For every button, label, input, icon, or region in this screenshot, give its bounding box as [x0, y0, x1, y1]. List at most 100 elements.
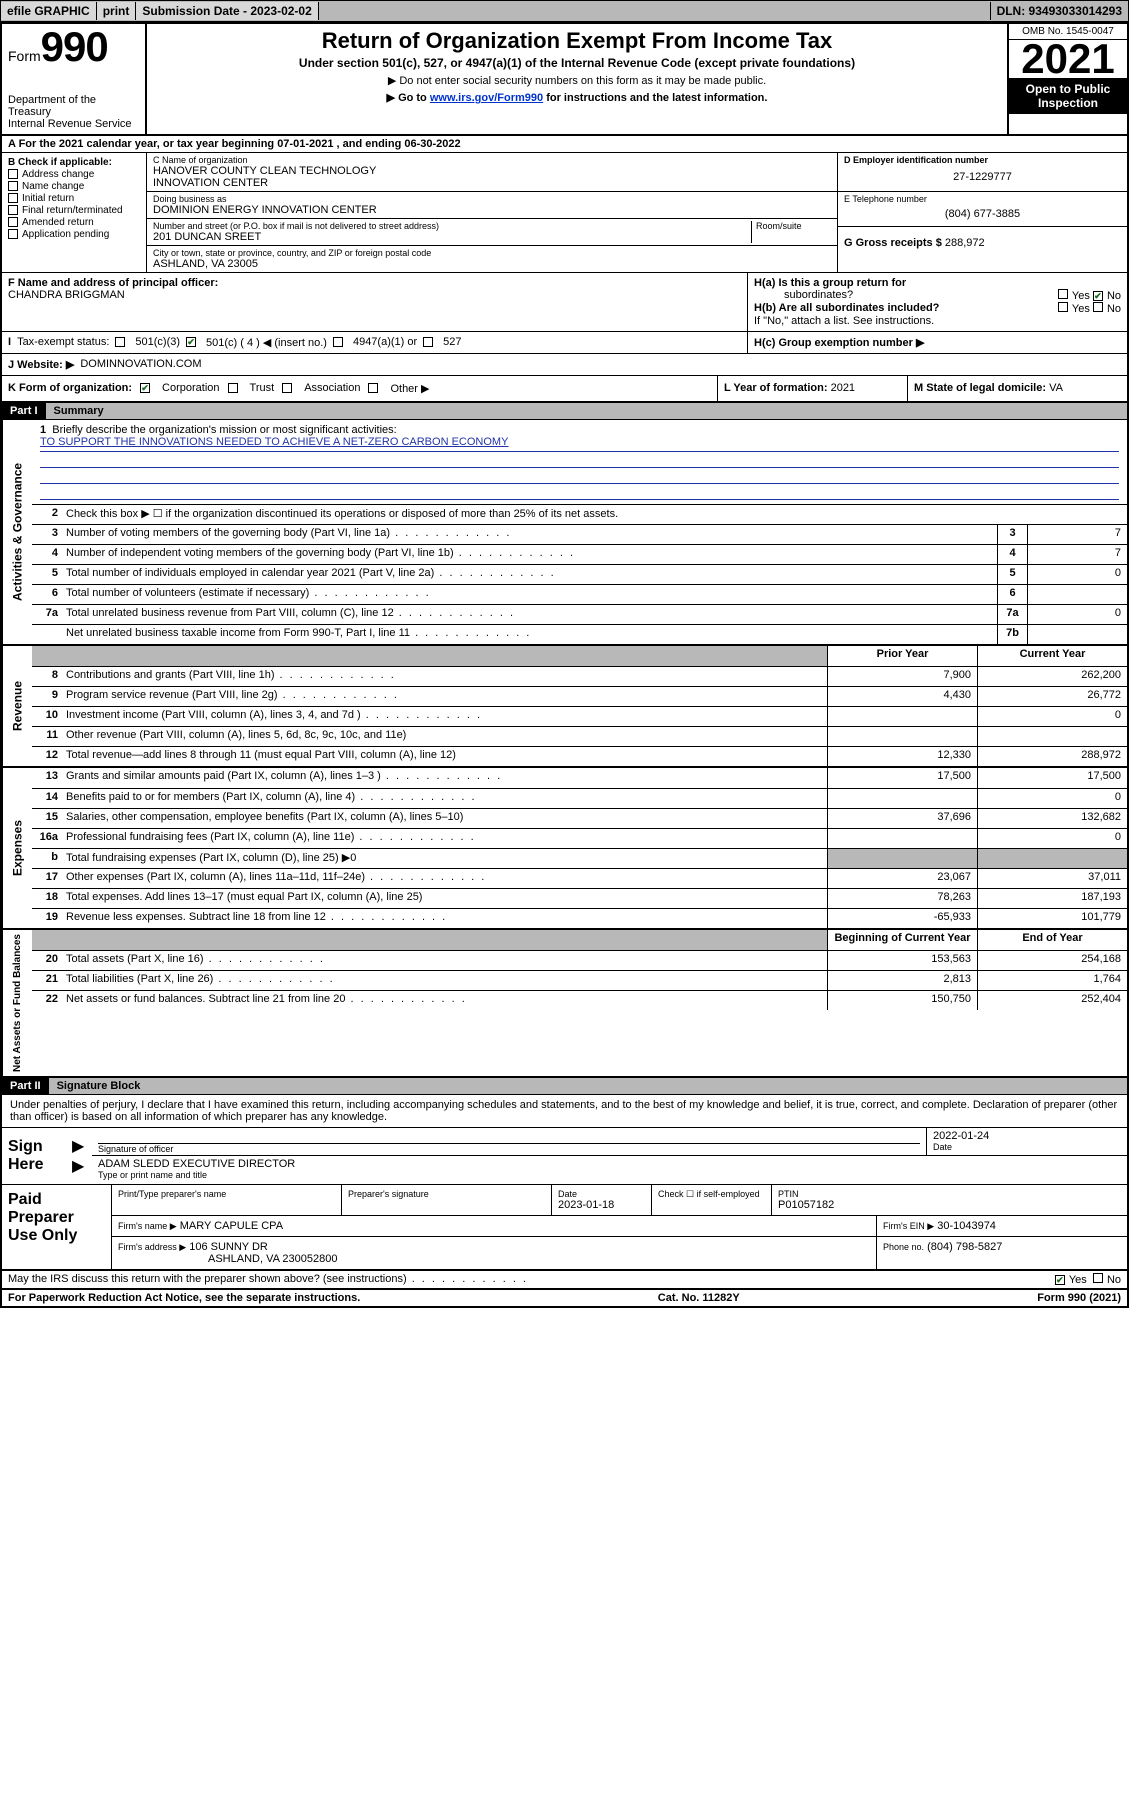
- chk-527[interactable]: [423, 337, 433, 347]
- print-button[interactable]: print: [97, 2, 137, 20]
- chk-4947[interactable]: [333, 337, 343, 347]
- open-public-1: Open to Public: [1013, 82, 1123, 96]
- mission-text: TO SUPPORT THE INNOVATIONS NEEDED TO ACH…: [40, 436, 1119, 452]
- line-13-text: Grants and similar amounts paid (Part IX…: [62, 768, 827, 788]
- opt-trust: Trust: [250, 382, 275, 394]
- l11-cy: [977, 727, 1127, 746]
- chk-hb-yes[interactable]: [1058, 302, 1068, 312]
- paid-preparer-block: Paid Preparer Use Only Print/Type prepar…: [2, 1185, 1127, 1271]
- l15-cy: 132,682: [977, 809, 1127, 828]
- chk-final[interactable]: [8, 205, 18, 215]
- officer-name: CHANDRA BRIGGMAN: [8, 289, 741, 301]
- cat-number: Cat. No. 11282Y: [658, 1292, 740, 1304]
- firm-name: MARY CAPULE CPA: [180, 1220, 283, 1232]
- street-label: Number and street (or P.O. box if mail i…: [153, 221, 751, 231]
- discuss-text: May the IRS discuss this return with the…: [8, 1273, 528, 1285]
- hb-note: If "No," attach a list. See instructions…: [754, 315, 1121, 327]
- opt-address: Address change: [22, 169, 94, 180]
- boy-hdr: Beginning of Current Year: [827, 930, 977, 950]
- line-16a-text: Professional fundraising fees (Part IX, …: [62, 829, 827, 848]
- org-name-1: HANOVER COUNTY CLEAN TECHNOLOGY: [153, 165, 831, 177]
- ha-sub: subordinates?: [784, 289, 853, 301]
- irs-link[interactable]: www.irs.gov/Form990: [430, 92, 543, 104]
- domicile-label: M State of legal domicile:: [914, 382, 1046, 394]
- firm-addr-1: 106 SUNNY DR: [189, 1241, 268, 1253]
- hb-no: No: [1107, 303, 1121, 315]
- chk-ha-yes[interactable]: [1058, 289, 1068, 299]
- open-public-2: Inspection: [1013, 96, 1123, 110]
- chk-corp[interactable]: [140, 383, 150, 393]
- discuss-no: No: [1107, 1274, 1121, 1286]
- l16a-cy: 0: [977, 829, 1127, 848]
- line-14-text: Benefits paid to or for members (Part IX…: [62, 789, 827, 808]
- prep-date-label: Date: [558, 1189, 645, 1199]
- ein-value: 27-1229777: [844, 165, 1121, 189]
- part-i-bar: Part I: [2, 403, 46, 419]
- org-name-2: INNOVATION CENTER: [153, 177, 831, 189]
- l20-cy: 254,168: [977, 951, 1127, 970]
- chk-initial[interactable]: [8, 193, 18, 203]
- discuss-row: May the IRS discuss this return with the…: [2, 1271, 1127, 1290]
- l17-py: 23,067: [827, 869, 977, 888]
- hc-label: H(c) Group exemption number ▶: [754, 337, 924, 349]
- ha-no: No: [1107, 290, 1121, 302]
- chk-discuss-yes[interactable]: [1055, 1275, 1065, 1285]
- row-k: K Form of organization: Corporation Trus…: [2, 376, 1127, 403]
- row-f: F Name and address of principal officer:…: [2, 273, 1127, 332]
- line-7b-val: [1027, 625, 1127, 644]
- line-7b-text: Net unrelated business taxable income fr…: [62, 625, 997, 644]
- chk-501c3[interactable]: [115, 337, 125, 347]
- dba-label: Doing business as: [153, 194, 831, 204]
- submission-date: Submission Date - 2023-02-02: [136, 2, 318, 20]
- hb-label: H(b) Are all subordinates included?: [754, 302, 939, 314]
- firm-addr-label: Firm's address ▶: [118, 1242, 186, 1252]
- chk-other[interactable]: [368, 383, 378, 393]
- vtab-net: Net Assets or Fund Balances: [2, 930, 32, 1076]
- footer-row: For Paperwork Reduction Act Notice, see …: [2, 1290, 1127, 1306]
- l10-cy: 0: [977, 707, 1127, 726]
- vtab-expenses: Expenses: [2, 768, 32, 928]
- city-value: ASHLAND, VA 23005: [153, 258, 831, 270]
- line-1-text: Briefly describe the organization's miss…: [52, 424, 396, 436]
- chk-discuss-no[interactable]: [1093, 1273, 1103, 1283]
- line-18-text: Total expenses. Add lines 13–17 (must eq…: [62, 889, 827, 908]
- col-de: D Employer identification number 27-1229…: [837, 153, 1127, 272]
- net-assets-section: Net Assets or Fund Balances Beginning of…: [2, 930, 1127, 1078]
- line-7a-text: Total unrelated business revenue from Pa…: [62, 605, 997, 624]
- chk-501c[interactable]: [186, 337, 196, 347]
- sign-here-block: Sign Here ▶▶ Signature of officer 2022-0…: [2, 1128, 1127, 1185]
- chk-pending[interactable]: [8, 229, 18, 239]
- sig-officer-label: Signature of officer: [98, 1144, 920, 1154]
- col-c-org-info: C Name of organization HANOVER COUNTY CL…: [147, 153, 837, 272]
- line-3-text: Number of voting members of the governin…: [62, 525, 997, 544]
- form-subtitle: Under section 501(c), 527, or 4947(a)(1)…: [155, 56, 999, 70]
- mission-blank-1: [40, 452, 1119, 468]
- self-emp-label: Check ☐ if self-employed: [658, 1189, 765, 1200]
- phone-label: E Telephone number: [844, 194, 1121, 204]
- opt-initial: Initial return: [22, 193, 74, 204]
- chk-trust[interactable]: [228, 383, 238, 393]
- l10-py: [827, 707, 977, 726]
- gross-value: 288,972: [945, 237, 985, 249]
- chk-amended[interactable]: [8, 217, 18, 227]
- chk-name-change[interactable]: [8, 181, 18, 191]
- year-formation-label: L Year of formation:: [724, 382, 828, 394]
- chk-assoc[interactable]: [282, 383, 292, 393]
- line-4-val: 7: [1027, 545, 1127, 564]
- line-8-text: Contributions and grants (Part VIII, lin…: [62, 667, 827, 686]
- l18-py: 78,263: [827, 889, 977, 908]
- chk-hb-no[interactable]: [1093, 302, 1103, 312]
- chk-ha-no[interactable]: [1093, 291, 1103, 301]
- line-5-val: 0: [1027, 565, 1127, 584]
- note2-pre: ▶ Go to: [387, 92, 430, 104]
- chk-address-change[interactable]: [8, 169, 18, 179]
- l22-py: 150,750: [827, 991, 977, 1010]
- revenue-section: Revenue Prior YearCurrent Year 8Contribu…: [2, 646, 1127, 768]
- ptin-label: PTIN: [778, 1189, 1121, 1199]
- current-year-hdr: Current Year: [977, 646, 1127, 666]
- sig-date: 2022-01-24: [933, 1130, 1121, 1142]
- sig-date-label: Date: [933, 1142, 1121, 1152]
- prep-sig-label: Preparer's signature: [348, 1189, 545, 1199]
- tax-status-label: Tax-exempt status:: [17, 336, 109, 348]
- l9-cy: 26,772: [977, 687, 1127, 706]
